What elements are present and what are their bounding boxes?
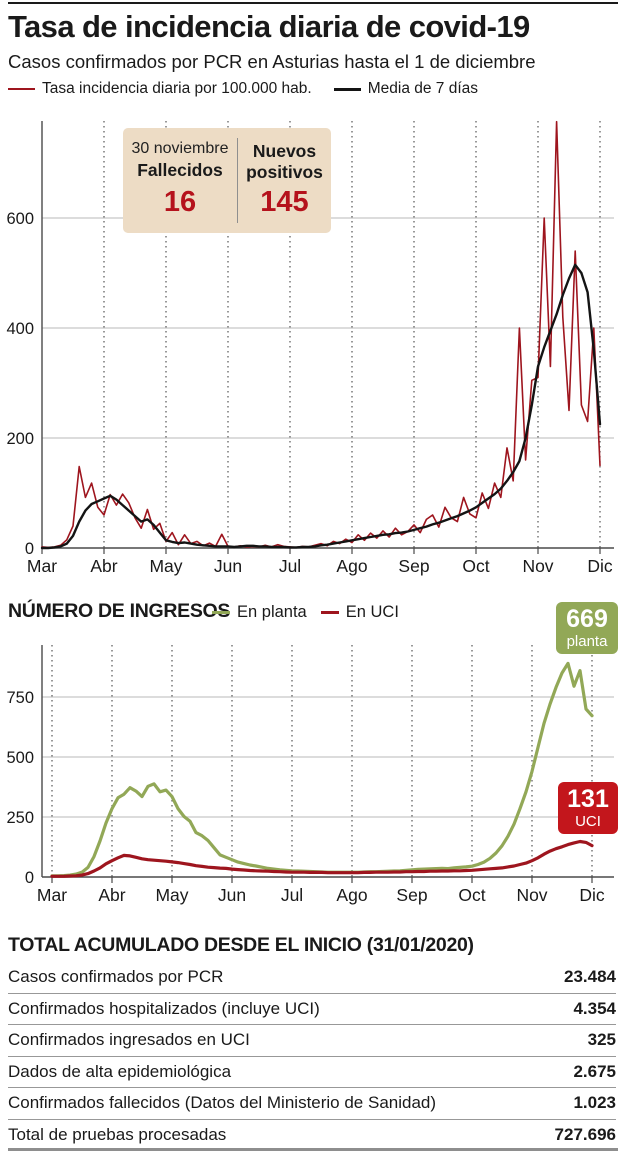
incidence-line-chart: 0 200 400 600 Mar Abr May Jun Jul Ago Sep Oct Nov Dic xyxy=(6,120,614,576)
positivos-label-line1: Nuevos xyxy=(252,141,317,161)
x-axis-label: Ago xyxy=(336,885,367,905)
planta-badge: 669 planta xyxy=(556,602,618,654)
table-row: Confirmados ingresados en UCI 325 xyxy=(8,1025,616,1057)
page-title: Tasa de incidencia diaria de covid-19 xyxy=(8,9,530,44)
row-label: Confirmados fallecidos (Datos del Minist… xyxy=(8,1093,437,1113)
x-axis-label: Jun xyxy=(218,885,246,905)
deaths-positives-callout: 30 noviembre Fallecidos 16 Nuevos positi… xyxy=(123,128,331,233)
legend-label: Media de 7 días xyxy=(367,80,479,97)
legend-label: En planta xyxy=(237,603,307,621)
y-axis-label: 600 xyxy=(6,210,34,228)
x-axis-label: Jul xyxy=(281,885,303,905)
bottom-rule xyxy=(8,1148,618,1151)
x-axis-label: Jul xyxy=(279,556,301,576)
x-axis-label: Ago xyxy=(336,556,367,576)
table-row: Dados de alta epidemiológica 2.675 xyxy=(8,1057,616,1088)
legend-item-en-uci: En UCI xyxy=(320,603,399,622)
table-row: Total de pruebas procesadas 727.696 xyxy=(8,1120,616,1151)
fallecidos-label: Fallecidos xyxy=(137,160,223,180)
y-axis-label: 500 xyxy=(6,749,34,767)
uci-badge-value: 131 xyxy=(567,785,609,813)
row-label: Dados de alta epidemiológica xyxy=(8,1061,232,1081)
x-axis-label: Sep xyxy=(396,885,427,905)
green-line-swatch-icon xyxy=(212,610,230,615)
callout-fallecidos-column: 30 noviembre Fallecidos 16 xyxy=(123,138,238,223)
legend-item-7day-average: Media de 7 días xyxy=(333,80,479,98)
callout-date: 30 noviembre xyxy=(131,140,229,157)
y-axis-label: 400 xyxy=(6,320,34,338)
table-row: Confirmados hospitalizados (incluye UCI)… xyxy=(8,994,616,1025)
row-value: 4.354 xyxy=(573,998,616,1018)
y-axis-label: 0 xyxy=(25,540,34,558)
x-axis-label: May xyxy=(155,885,188,905)
row-label: Total de pruebas procesadas xyxy=(8,1124,227,1144)
row-value: 325 xyxy=(587,1030,616,1050)
x-axis-label: Mar xyxy=(27,556,57,576)
x-axis-label: Dic xyxy=(579,885,605,905)
x-axis-label: Nov xyxy=(516,885,547,905)
legend-label: Tasa incidencia diaria por 100.000 hab. xyxy=(42,80,312,97)
row-label: Casos confirmados por PCR xyxy=(8,967,224,987)
table-row: Confirmados fallecidos (Datos del Minist… xyxy=(8,1088,616,1120)
y-axis-label: 0 xyxy=(25,869,34,887)
legend-item-en-planta: En planta xyxy=(212,603,307,622)
callout-positivos-column: Nuevos positivos 145 xyxy=(238,138,331,223)
row-value: 2.675 xyxy=(573,1061,616,1081)
y-axis-label: 250 xyxy=(6,809,34,827)
red-line-swatch-icon xyxy=(8,87,35,91)
series-line xyxy=(41,120,601,549)
uci-badge-label: UCI xyxy=(575,813,601,830)
x-axis-label: Nov xyxy=(522,556,553,576)
x-axis-label: Sep xyxy=(398,556,429,576)
row-value: 23.484 xyxy=(564,967,616,987)
x-axis-label: Mar xyxy=(37,885,67,905)
x-axis-label: Abr xyxy=(98,885,125,905)
y-axis-label: 750 xyxy=(6,689,34,707)
planta-badge-value: 669 xyxy=(566,605,608,633)
row-label: Confirmados hospitalizados (incluye UCI) xyxy=(8,998,320,1018)
x-axis-label: Oct xyxy=(462,556,489,576)
x-axis-label: Abr xyxy=(90,556,117,576)
x-axis-label: May xyxy=(149,556,182,576)
series-line xyxy=(40,263,602,550)
y-axis-label: 200 xyxy=(6,430,34,448)
totals-table-title: TOTAL ACUMULADO DESDE EL INICIO (31/01/2… xyxy=(8,934,474,956)
x-axis-label: Oct xyxy=(458,885,485,905)
incidence-legend: Tasa incidencia diaria por 100.000 hab. … xyxy=(8,80,478,98)
row-value: 1.023 xyxy=(573,1093,616,1113)
top-rule xyxy=(8,2,618,4)
black-line-swatch-icon xyxy=(333,87,361,91)
legend-label: En UCI xyxy=(345,603,399,621)
uci-badge: 131 UCI xyxy=(558,782,618,834)
x-axis-label: Dic xyxy=(587,556,613,576)
positivos-label-line2: positivos xyxy=(246,162,323,182)
positivos-value: 145 xyxy=(260,186,309,218)
x-axis-label: Jun xyxy=(214,556,242,576)
planta-badge-label: planta xyxy=(566,633,608,650)
series-line xyxy=(50,839,594,878)
page-subtitle: Casos confirmados por PCR en Asturias ha… xyxy=(8,51,536,72)
table-row: Casos confirmados por PCR 23.484 xyxy=(8,962,616,994)
row-label: Confirmados ingresados en UCI xyxy=(8,1030,250,1050)
row-value: 727.696 xyxy=(554,1124,616,1144)
series-line xyxy=(50,661,594,878)
fallecidos-value: 16 xyxy=(163,186,197,218)
darkred-line-swatch-icon xyxy=(320,610,339,615)
ingresos-line-chart: 0 250 500 750 Mar Abr May Jun Jul Ago Sep Oct Nov Dic xyxy=(6,645,614,905)
totals-table: Casos confirmados por PCR 23.484 Confirm… xyxy=(8,962,616,1150)
ingresos-title: NÚMERO DE INGRESOS xyxy=(8,600,231,622)
legend-item-daily-rate: Tasa incidencia diaria por 100.000 hab. xyxy=(8,80,312,98)
ingresos-legend: En planta En UCI xyxy=(212,603,399,622)
